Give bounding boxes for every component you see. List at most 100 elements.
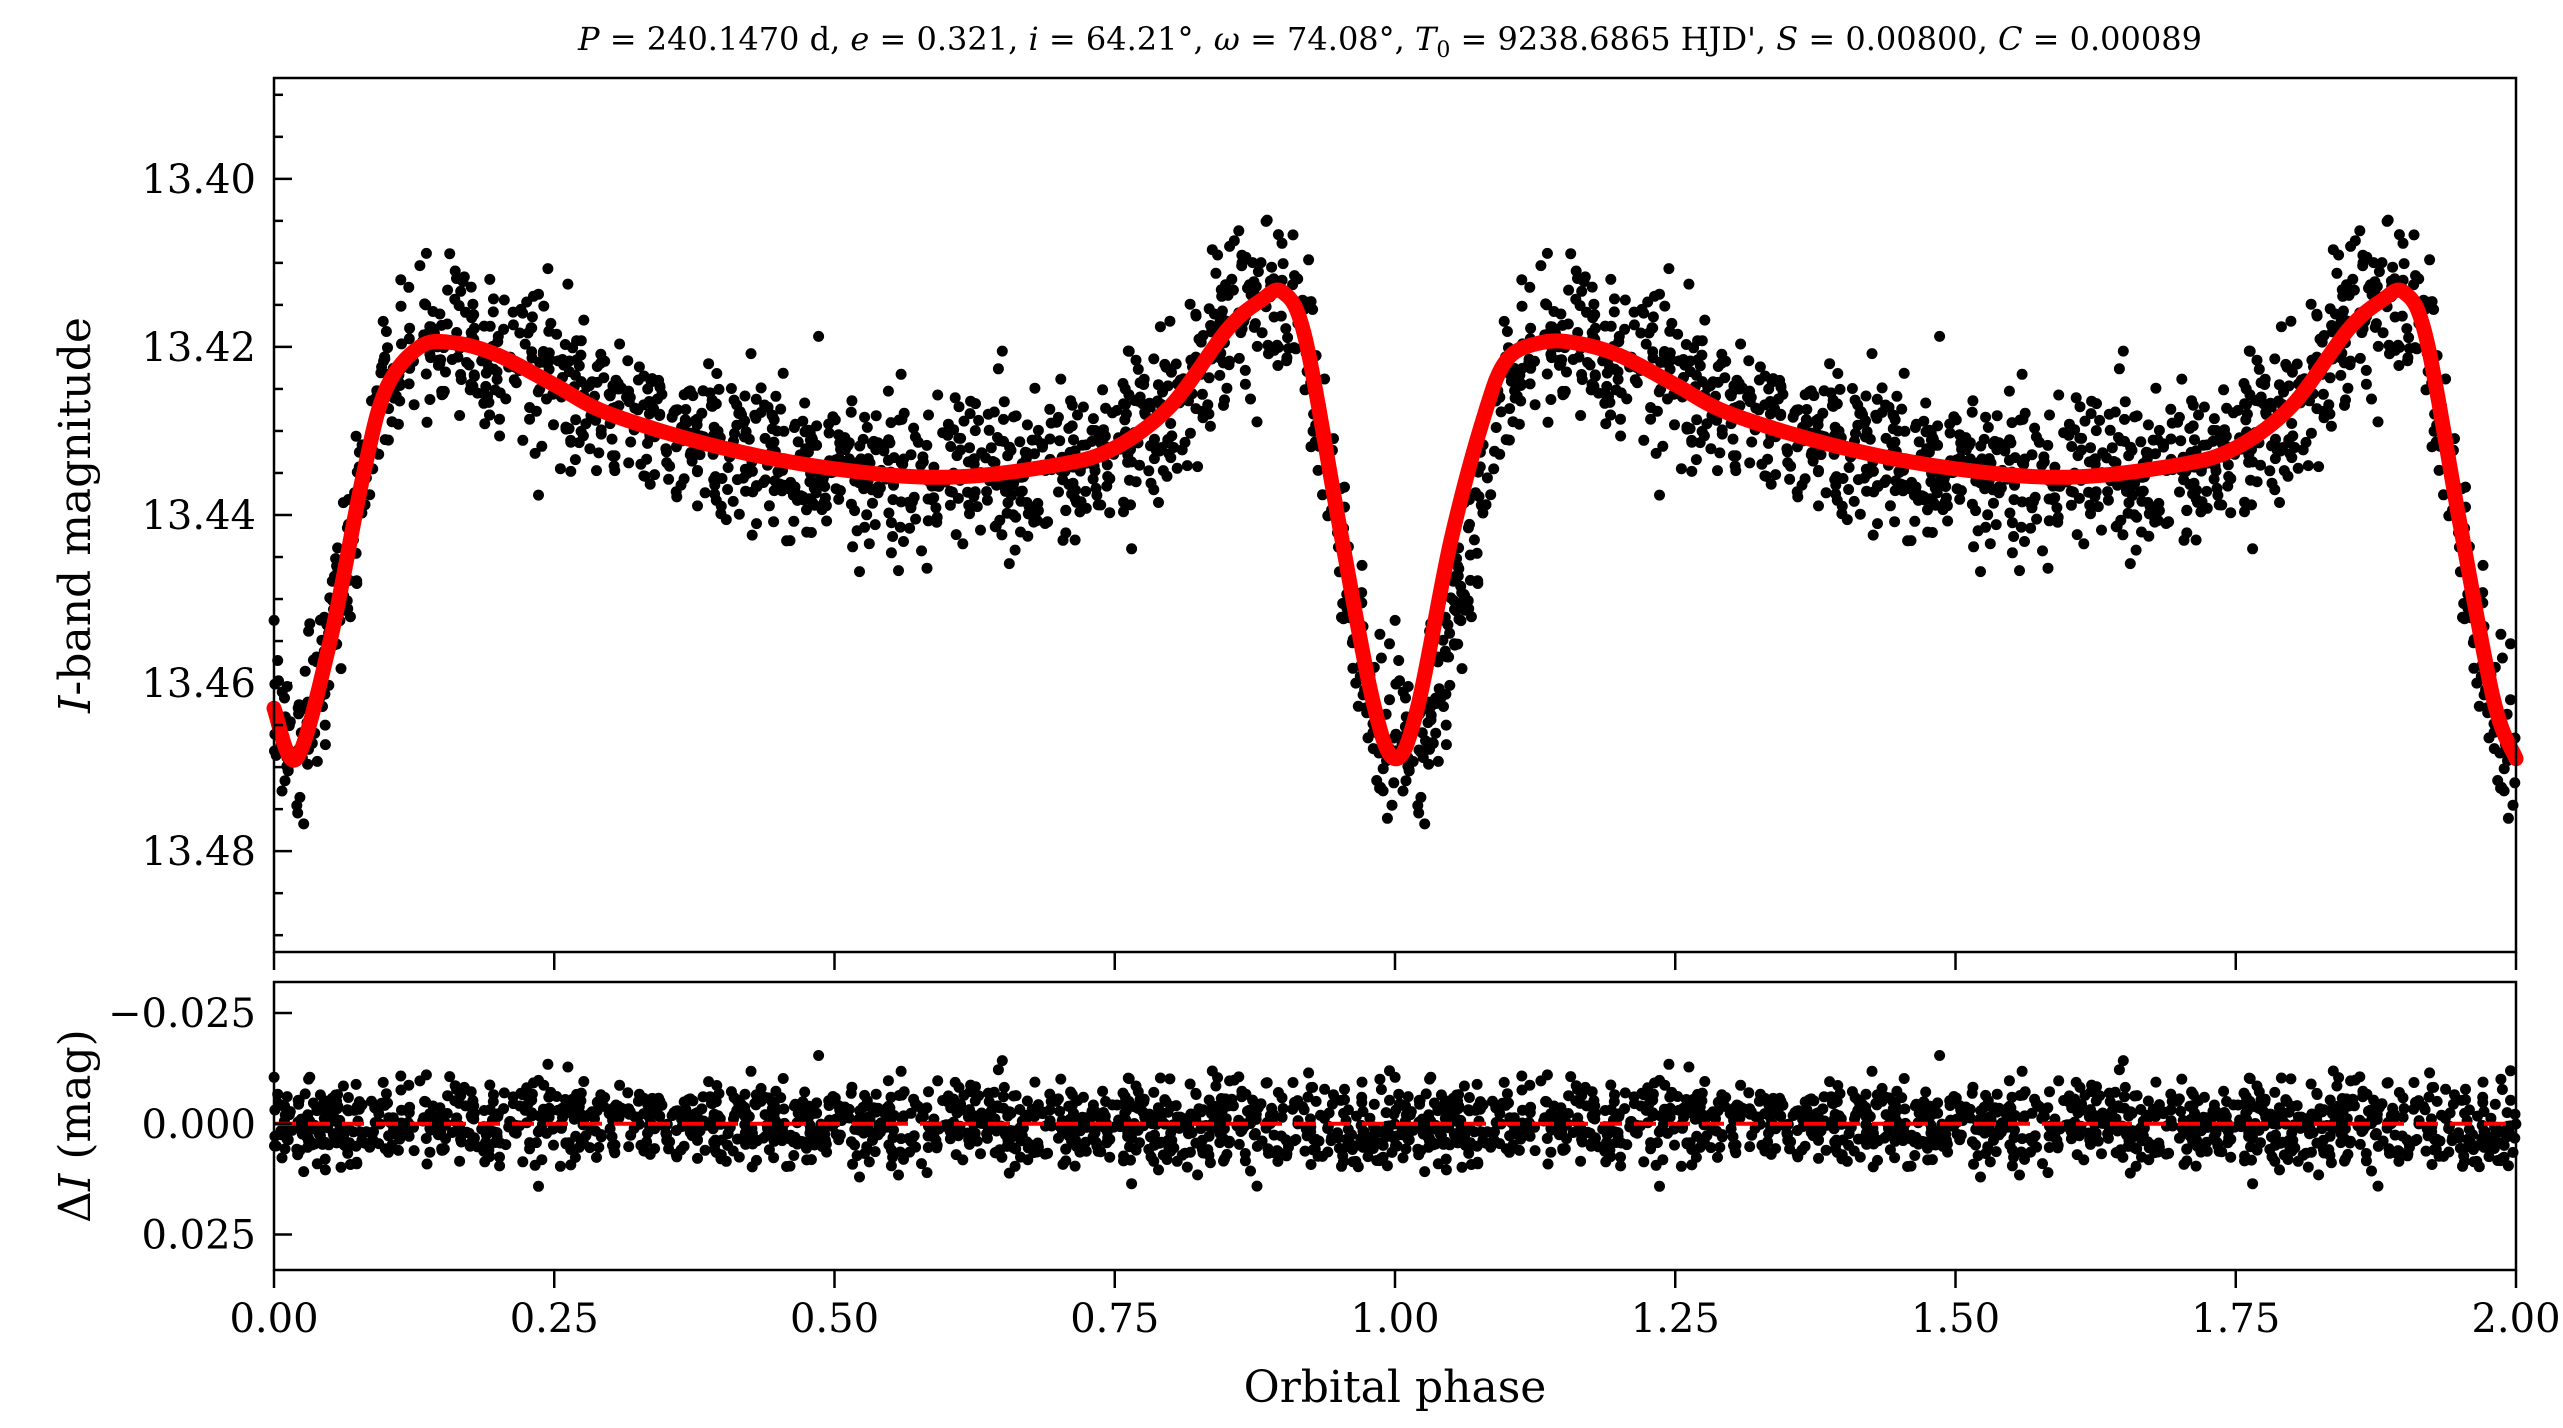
observed-point [2403, 332, 2415, 344]
residual-point [337, 1080, 349, 1092]
observed-point [792, 436, 804, 448]
observed-point [1272, 360, 1284, 371]
residual-point [1009, 1160, 1021, 1172]
observed-point [1388, 777, 1400, 789]
residual-point [1562, 1108, 1574, 1119]
residual-point [981, 1132, 993, 1144]
observed-point [519, 338, 531, 350]
observed-point [2398, 258, 2410, 270]
residual-point [498, 1087, 510, 1099]
residual-point [713, 1088, 725, 1100]
observed-point [1165, 418, 1177, 429]
residual-point [1575, 1155, 1587, 1167]
observed-point [2316, 336, 2328, 348]
observed-point [377, 315, 389, 327]
residual-point [1970, 1123, 1982, 1135]
observed-point [1694, 437, 1706, 449]
observed-point [1535, 260, 1547, 272]
residual-point [1123, 1095, 1135, 1107]
residual-point [1118, 1155, 1129, 1167]
observed-point [855, 453, 867, 465]
observed-point [1540, 298, 1552, 310]
residual-point [1929, 1130, 1941, 1142]
observed-point [1480, 499, 1492, 511]
residual-point [2096, 1148, 2107, 1160]
residual-point [1948, 1091, 1960, 1102]
observed-point [2153, 424, 2165, 436]
observed-point [2410, 270, 2421, 282]
observed-point [1784, 473, 1796, 485]
residual-point [923, 1086, 934, 1098]
residual-point [821, 1146, 833, 1158]
observed-point [641, 453, 653, 465]
residual-point [1829, 1136, 1841, 1148]
residual-point [854, 1171, 865, 1183]
residual-point [799, 1086, 811, 1098]
residual-point [2117, 1055, 2129, 1067]
observed-point [1942, 515, 1954, 527]
observed-point [2009, 452, 2021, 464]
residual-point [332, 1089, 344, 1101]
observed-point [2025, 522, 2037, 534]
observed-point [2090, 425, 2102, 437]
observed-point [1039, 518, 1051, 529]
residual-point [1968, 1158, 1980, 1170]
residual-point [751, 1154, 762, 1166]
residual-point [2006, 1160, 2018, 1172]
residual-point [2384, 1147, 2395, 1159]
observed-point [1770, 469, 1782, 481]
residual-point [2150, 1076, 2162, 1088]
residual-point [755, 1082, 767, 1094]
observed-point [1221, 382, 1233, 394]
observed-point [1010, 410, 1022, 422]
observed-point [1876, 382, 1888, 394]
observed-point [1563, 284, 1575, 296]
observed-point [1898, 367, 1910, 379]
observed-point [2063, 418, 2075, 430]
observed-point [609, 465, 621, 477]
observed-point [494, 413, 505, 425]
observed-point [776, 485, 788, 497]
observed-point [2066, 441, 2078, 452]
observed-point [1742, 391, 1753, 403]
residual-point [1625, 1116, 1637, 1128]
observed-point [1854, 508, 1866, 520]
observed-point [910, 513, 922, 525]
observed-point [1832, 368, 1844, 379]
observed-point [1069, 493, 1081, 505]
residual-point [2201, 1120, 2213, 1132]
residual-point [989, 1113, 1001, 1125]
observed-point [2260, 407, 2272, 418]
observed-point [680, 404, 692, 415]
observed-point [1384, 694, 1395, 706]
observed-point [1815, 449, 1827, 461]
observed-point [392, 418, 404, 430]
observed-point [1130, 354, 1142, 366]
residual-point [343, 1105, 354, 1117]
residual-point [1004, 1106, 1016, 1118]
residual-point [942, 1090, 954, 1102]
observed-point [1501, 326, 1513, 337]
observed-point [694, 449, 706, 461]
observed-point [2305, 427, 2317, 439]
observed-point [944, 499, 956, 511]
residual-point [548, 1139, 559, 1151]
observed-point [2148, 511, 2160, 522]
observed-point [1481, 472, 1493, 484]
residual-point [1619, 1103, 1631, 1115]
residual-point [1044, 1088, 1056, 1100]
observed-point [1746, 436, 1758, 448]
observed-point [2393, 360, 2405, 371]
observed-point [1066, 480, 1078, 492]
observed-point [682, 386, 694, 398]
residual-point [2323, 1144, 2335, 1156]
observed-point [2074, 401, 2086, 413]
residual-point [2285, 1073, 2297, 1085]
observed-point [1763, 437, 1774, 449]
observed-point [1666, 317, 1678, 329]
residual-point [1362, 1151, 1374, 1163]
observed-point [1975, 566, 1986, 578]
observed-point [2335, 369, 2347, 381]
residual-point [529, 1159, 541, 1171]
residual-point [1542, 1158, 1554, 1170]
